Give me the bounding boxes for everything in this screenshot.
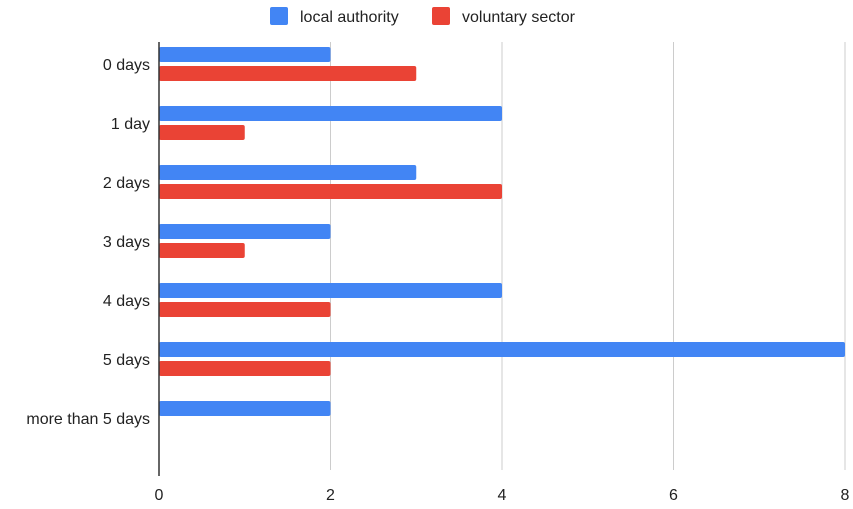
category-label-5-days: 5 days bbox=[103, 352, 150, 369]
bar-voluntary-sector-2-days[interactable] bbox=[159, 184, 502, 199]
category-label-3-days: 3 days bbox=[103, 234, 150, 251]
x-tick-label-8: 8 bbox=[841, 487, 850, 504]
bars bbox=[159, 47, 845, 416]
bar-local-authority-1-day[interactable] bbox=[159, 106, 502, 121]
x-tick-labels: 0 2 4 6 8 bbox=[155, 487, 850, 504]
bar-local-authority-4-days[interactable] bbox=[159, 283, 502, 298]
bar-local-authority-2-days[interactable] bbox=[159, 165, 417, 180]
bar-local-authority-more-than-5-days[interactable] bbox=[159, 401, 331, 416]
x-tick-label-0: 0 bbox=[155, 487, 164, 504]
x-tick-label-2: 2 bbox=[326, 487, 335, 504]
legend-item-local-authority[interactable]: local authority bbox=[270, 7, 399, 26]
bar-local-authority-3-days[interactable] bbox=[159, 224, 331, 239]
bar-voluntary-sector-0-days[interactable] bbox=[159, 66, 417, 81]
bar-local-authority-0-days[interactable] bbox=[159, 47, 331, 62]
x-tick-label-6: 6 bbox=[669, 487, 678, 504]
bar-local-authority-5-days[interactable] bbox=[159, 342, 845, 357]
x-tick-label-4: 4 bbox=[498, 487, 507, 504]
legend-item-voluntary-sector[interactable]: voluntary sector bbox=[432, 7, 576, 26]
bar-voluntary-sector-5-days[interactable] bbox=[159, 361, 331, 376]
category-label-1-day: 1 day bbox=[111, 116, 150, 133]
bar-voluntary-sector-4-days[interactable] bbox=[159, 302, 331, 317]
legend-label-local-authority: local authority bbox=[300, 9, 399, 26]
category-label-0-days: 0 days bbox=[103, 57, 150, 74]
legend-swatch-voluntary-sector bbox=[432, 7, 450, 25]
category-label-4-days: 4 days bbox=[103, 293, 150, 310]
bar-voluntary-sector-1-day[interactable] bbox=[159, 125, 245, 140]
legend-swatch-local-authority bbox=[270, 7, 288, 25]
legend: local authority voluntary sector bbox=[270, 7, 576, 26]
category-label-more-than-5-days: more than 5 days bbox=[26, 411, 150, 428]
category-labels: 0 days 1 day 2 days 3 days 4 days 5 days more … bbox=[26, 57, 150, 428]
category-label-2-days: 2 days bbox=[103, 175, 150, 192]
bar-voluntary-sector-3-days[interactable] bbox=[159, 243, 245, 258]
legend-label-voluntary-sector: voluntary sector bbox=[462, 9, 576, 26]
